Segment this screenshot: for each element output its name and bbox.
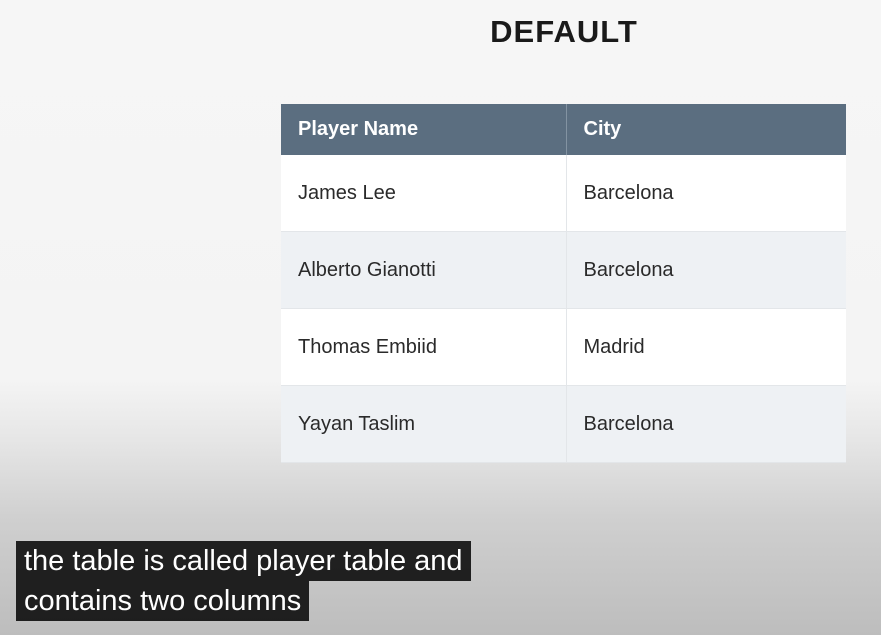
cell-player-name: Thomas Embiid [281, 308, 567, 386]
cell-city: Barcelona [566, 155, 846, 232]
cell-city: Barcelona [566, 385, 846, 463]
table-header-row: Player Name City [281, 104, 846, 155]
cell-player-name: Alberto Gianotti [281, 231, 567, 309]
player-table: Player Name City James Lee Barcelona Alb… [281, 104, 846, 463]
cell-player-name: James Lee [281, 155, 567, 232]
video-subtitle: the table is called player table and con… [16, 541, 471, 621]
subtitle-line-1: the table is called player table and [16, 541, 471, 581]
subtitle-line-2: contains two columns [16, 581, 310, 621]
cell-city: Madrid [566, 308, 846, 386]
table-row: Alberto Gianotti Barcelona [281, 231, 846, 309]
table-row: Thomas Embiid Madrid [281, 308, 846, 386]
column-header-player-name: Player Name [281, 104, 567, 155]
table-row: Yayan Taslim Barcelona [281, 385, 846, 463]
cell-city: Barcelona [566, 231, 846, 309]
page-title: DEFAULT [490, 14, 638, 49]
table-row: James Lee Barcelona [281, 155, 846, 232]
column-header-city: City [566, 104, 846, 155]
cell-player-name: Yayan Taslim [281, 385, 567, 463]
